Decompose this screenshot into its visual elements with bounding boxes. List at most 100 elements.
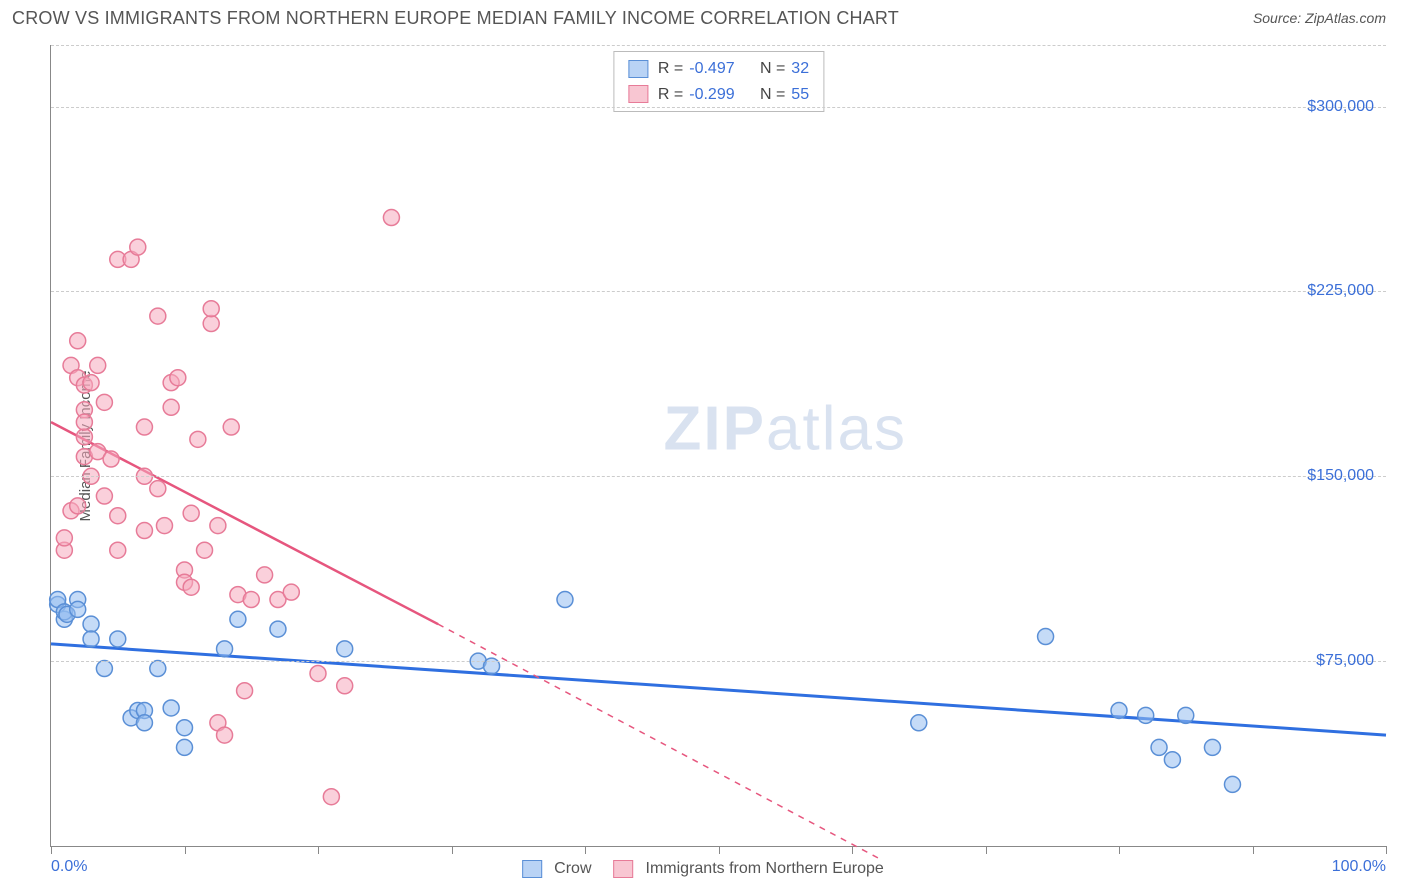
scatter-plot-svg <box>51 45 1386 846</box>
data-point <box>163 399 179 415</box>
r-value: -0.299 <box>689 82 734 108</box>
x-tick <box>585 846 586 854</box>
data-point <box>76 414 92 430</box>
data-point <box>70 333 86 349</box>
data-point <box>70 498 86 514</box>
data-point <box>337 641 353 657</box>
chart-plot-area: ZIPatlas R = -0.497 N = 32R = -0.299 N =… <box>50 45 1386 847</box>
r-value: -0.497 <box>689 56 734 82</box>
data-point <box>1038 629 1054 645</box>
x-tick <box>852 846 853 854</box>
y-tick-label: $75,000 <box>1316 652 1374 670</box>
source-value: ZipAtlas.com <box>1305 10 1386 26</box>
data-point <box>177 720 193 736</box>
data-point <box>1151 739 1167 755</box>
data-point <box>150 308 166 324</box>
x-tick <box>1386 846 1387 854</box>
data-point <box>1138 707 1154 723</box>
gridline <box>51 476 1386 477</box>
gridline <box>51 291 1386 292</box>
stats-legend-row: R = -0.299 N = 55 <box>628 82 809 108</box>
x-tick <box>318 846 319 854</box>
legend-swatch <box>614 860 634 878</box>
data-point <box>1164 752 1180 768</box>
data-point <box>163 700 179 716</box>
r-label: R = <box>658 82 683 108</box>
data-point <box>217 727 233 743</box>
data-point <box>110 508 126 524</box>
legend-item: Crow <box>522 860 591 878</box>
regression-line-ext <box>438 624 879 858</box>
data-point <box>103 451 119 467</box>
data-point <box>70 601 86 617</box>
data-point <box>190 431 206 447</box>
data-point <box>323 789 339 805</box>
x-tick <box>1253 846 1254 854</box>
x-tick-label: 100.0% <box>1332 858 1386 876</box>
source: Source: ZipAtlas.com <box>1253 10 1386 28</box>
data-point <box>1204 739 1220 755</box>
x-tick-label: 0.0% <box>51 858 87 876</box>
data-point <box>203 316 219 332</box>
data-point <box>96 394 112 410</box>
n-label: N = <box>760 56 785 82</box>
y-tick-label: $300,000 <box>1307 98 1374 116</box>
data-point <box>1178 707 1194 723</box>
x-tick <box>452 846 453 854</box>
data-point <box>557 592 573 608</box>
legend-item: Immigrants from Northern Europe <box>614 860 884 878</box>
stats-legend-row: R = -0.497 N = 32 <box>628 56 809 82</box>
data-point <box>156 518 172 534</box>
legend-swatch <box>628 60 648 78</box>
chart-title: CROW VS IMMIGRANTS FROM NORTHERN EUROPE … <box>12 8 899 29</box>
data-point <box>136 715 152 731</box>
data-point <box>911 715 927 731</box>
y-tick-label: $150,000 <box>1307 467 1374 485</box>
n-label: N = <box>760 82 785 108</box>
data-point <box>150 661 166 677</box>
data-point <box>183 505 199 521</box>
data-point <box>136 523 152 539</box>
data-point <box>243 592 259 608</box>
legend-swatch <box>522 860 542 878</box>
stats-legend: R = -0.497 N = 32R = -0.299 N = 55 <box>613 51 824 112</box>
data-point <box>96 488 112 504</box>
data-point <box>217 641 233 657</box>
data-point <box>223 419 239 435</box>
data-point <box>197 542 213 558</box>
data-point <box>257 567 273 583</box>
data-point <box>1111 702 1127 718</box>
data-point <box>110 631 126 647</box>
data-point <box>130 239 146 255</box>
x-tick <box>719 846 720 854</box>
gridline <box>51 661 1386 662</box>
data-point <box>136 419 152 435</box>
gridline <box>51 107 1386 108</box>
y-tick-label: $225,000 <box>1307 282 1374 300</box>
data-point <box>170 370 186 386</box>
gridline <box>51 45 1386 46</box>
legend-item-label: Immigrants from Northern Europe <box>646 860 884 878</box>
series-legend: Crow Immigrants from Northern Europe <box>522 860 884 878</box>
data-point <box>383 210 399 226</box>
source-label: Source: <box>1253 10 1305 26</box>
data-point <box>283 584 299 600</box>
data-point <box>110 542 126 558</box>
data-point <box>183 579 199 595</box>
n-value: 32 <box>791 56 809 82</box>
data-point <box>177 739 193 755</box>
n-value: 55 <box>791 82 809 108</box>
data-point <box>230 611 246 627</box>
r-label: R = <box>658 56 683 82</box>
x-tick <box>51 846 52 854</box>
data-point <box>237 683 253 699</box>
data-point <box>83 375 99 391</box>
data-point <box>203 301 219 317</box>
x-tick <box>986 846 987 854</box>
data-point <box>150 481 166 497</box>
data-point <box>56 530 72 546</box>
x-tick <box>185 846 186 854</box>
data-point <box>76 429 92 445</box>
data-point <box>90 357 106 373</box>
legend-swatch <box>628 85 648 103</box>
